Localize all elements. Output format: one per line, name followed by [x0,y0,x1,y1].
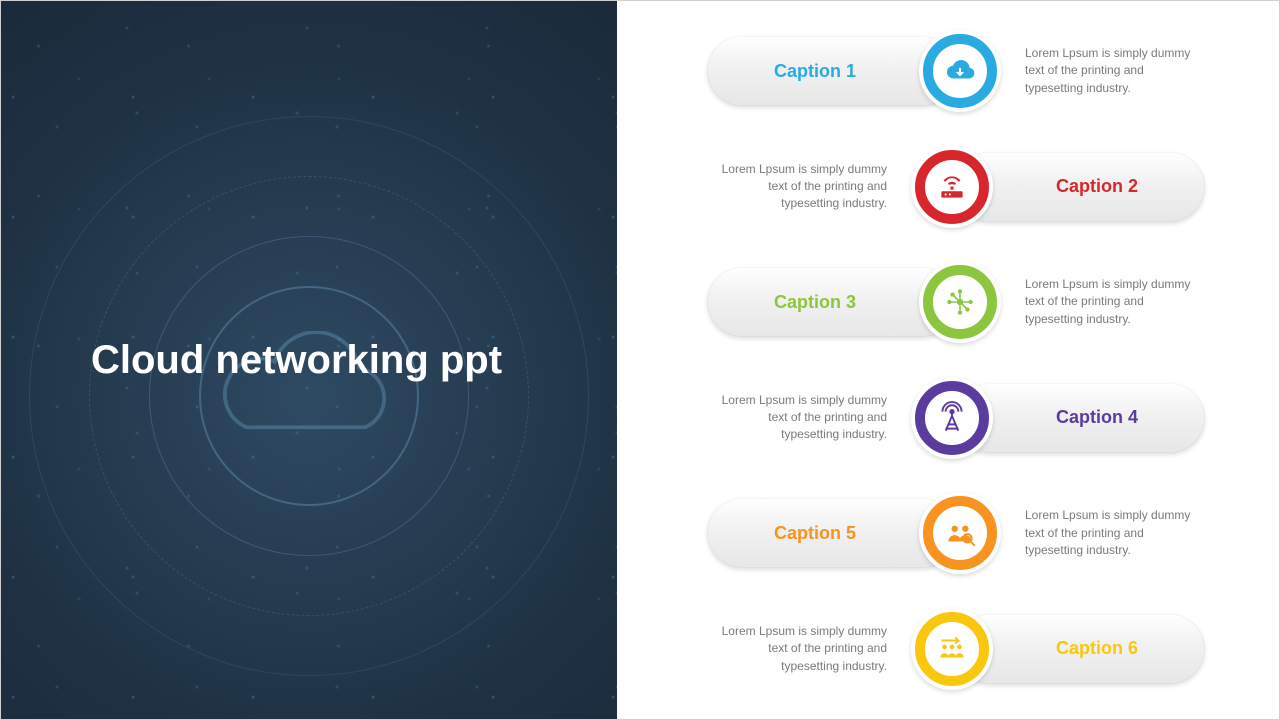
cloud-download-icon [943,54,977,88]
right-panel: Caption 1 Lorem Lpsum is simply dummy te… [617,1,1279,719]
users-search-icon [943,516,977,550]
team-arrow-icon [935,632,969,666]
icon-circle [919,261,1001,343]
caption-desc: Lorem Lpsum is simply dummy text of the … [707,623,897,675]
page-title: Cloud networking ppt [91,335,502,385]
list-item: Caption 5 Lorem Lpsum is simply dummy te… [647,485,1259,581]
slide: Cloud networking ppt Caption 1 Lorem Lps… [0,0,1280,720]
caption-desc: Lorem Lpsum is simply dummy text of the … [707,392,897,444]
list-item: Lorem Lpsum is simply dummy text of the … [647,601,1259,697]
icon-circle [911,608,993,690]
caption-desc: Lorem Lpsum is simply dummy text of the … [1015,45,1205,97]
caption-label: Caption 2 [989,176,1205,197]
list-item: Caption 1 Lorem Lpsum is simply dummy te… [647,23,1259,119]
list-item: Lorem Lpsum is simply dummy text of the … [647,139,1259,235]
network-hub-icon [943,285,977,319]
caption-label: Caption 1 [707,61,923,82]
caption-label: Caption 5 [707,523,923,544]
icon-circle [919,30,1001,112]
list-item: Lorem Lpsum is simply dummy text of the … [647,370,1259,466]
icon-circle [919,492,1001,574]
router-wifi-icon [935,170,969,204]
icon-circle [911,377,993,459]
caption-label: Caption 4 [989,407,1205,428]
caption-label: Caption 3 [707,292,923,313]
icon-circle [911,146,993,228]
antenna-tower-icon [935,401,969,435]
caption-label: Caption 6 [989,638,1205,659]
caption-desc: Lorem Lpsum is simply dummy text of the … [1015,276,1205,328]
list-item: Caption 3 Lorem Lpsum is simply dummy te… [647,254,1259,350]
caption-desc: Lorem Lpsum is simply dummy text of the … [1015,507,1205,559]
left-panel: Cloud networking ppt [1,1,617,719]
caption-desc: Lorem Lpsum is simply dummy text of the … [707,161,897,213]
